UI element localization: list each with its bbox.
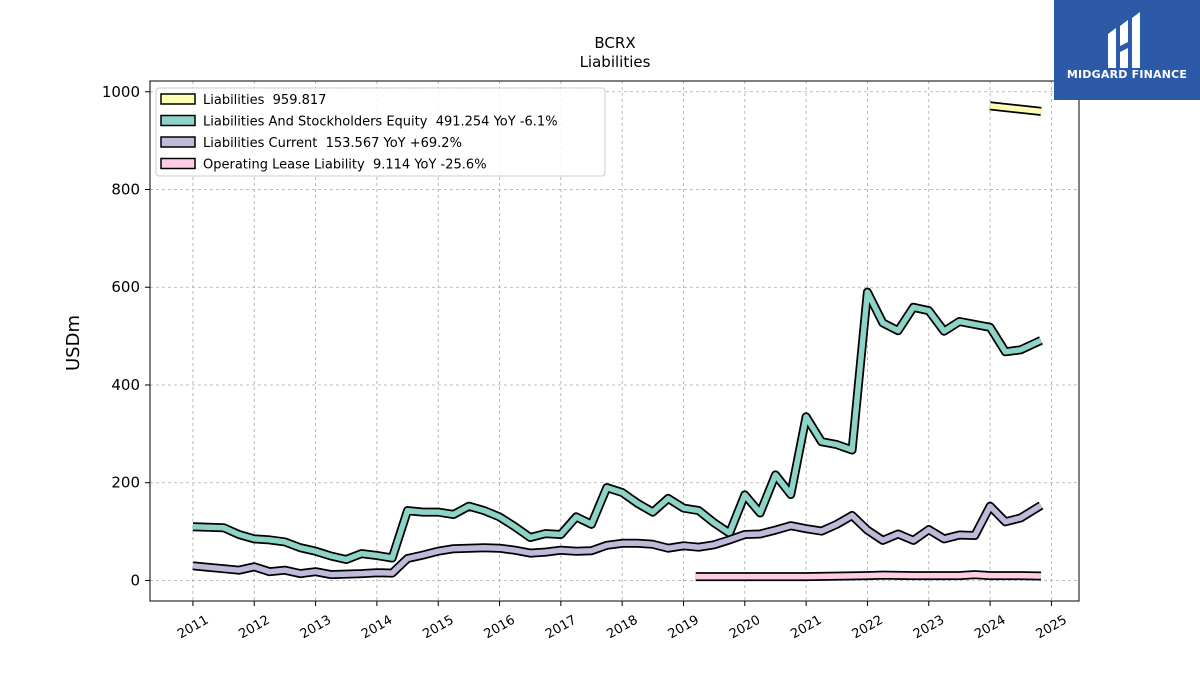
x-tick-label: 2021 xyxy=(788,613,824,643)
series-line-3 xyxy=(695,571,1042,580)
x-tick-label: 2016 xyxy=(482,613,518,643)
logo-text: MIDGARD FINANCE xyxy=(1066,68,1188,81)
y-tick-label: 1000 xyxy=(102,83,140,101)
legend-label: Liabilities Current 153.567 YoY +69.2% xyxy=(203,136,462,151)
legend-box xyxy=(155,87,606,177)
y-tick-label: 400 xyxy=(111,376,140,394)
x-tick-label: 2018 xyxy=(604,613,640,643)
x-tick-label: 2020 xyxy=(727,613,763,643)
y-tick-label: 600 xyxy=(111,278,140,296)
logo-mark-icon xyxy=(1108,12,1140,68)
x-tick-label: 2017 xyxy=(543,613,579,643)
x-tick-label: 2022 xyxy=(850,613,886,643)
legend-label: Operating Lease Liability 9.114 YoY -25.… xyxy=(203,158,487,173)
y-tick-label: 800 xyxy=(111,180,140,198)
plot-frame xyxy=(149,80,1080,602)
y-axis-label: USDm xyxy=(63,315,84,371)
x-tick-label: 2023 xyxy=(911,613,947,643)
x-tick-label: 2011 xyxy=(175,613,211,643)
legend-swatch xyxy=(160,136,196,148)
x-tick-label: 2014 xyxy=(359,613,395,643)
x-tick-label: 2015 xyxy=(420,613,456,643)
y-tick-label: 0 xyxy=(130,571,140,589)
series-line-0 xyxy=(989,103,1042,115)
legend-swatch xyxy=(160,114,196,127)
series-layer xyxy=(192,101,1044,582)
midgard-finance-logo: MIDGARD FINANCE xyxy=(1054,0,1200,100)
legend-label: Liabilities 959.817 xyxy=(203,93,326,108)
series-line-1 xyxy=(192,289,1043,563)
legend: Liabilities 959.817 Liabilities And Stock… xyxy=(155,87,606,177)
series-outline-1 xyxy=(192,287,1043,564)
chart-subtitle: Liabilities xyxy=(580,53,651,71)
x-tick-label: 2024 xyxy=(972,613,1008,643)
x-tick-label: 2013 xyxy=(298,613,334,643)
legend-swatch xyxy=(160,93,196,105)
y-tick-label: 200 xyxy=(111,474,140,492)
chart-title: BCRX xyxy=(594,34,635,52)
x-tick-label: 2025 xyxy=(1034,613,1070,643)
x-tick-label: 2012 xyxy=(236,613,272,643)
series-line-2 xyxy=(192,503,1043,578)
legend-swatch xyxy=(160,157,196,170)
legend-label: Liabilities And Stockholders Equity 491.… xyxy=(203,115,558,130)
x-tick-label: 2019 xyxy=(666,613,702,643)
